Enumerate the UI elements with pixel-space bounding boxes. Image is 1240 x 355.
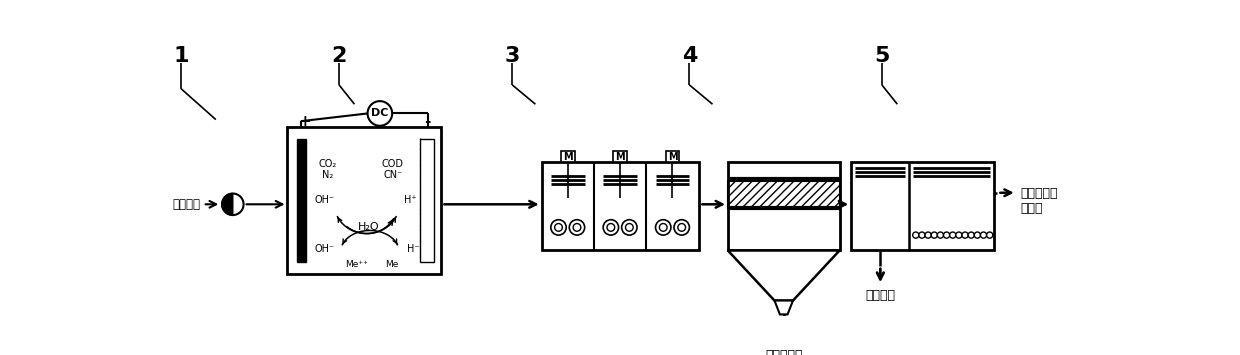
Bar [728, 181, 839, 208]
Circle shape [931, 232, 937, 238]
Circle shape [913, 232, 919, 238]
Bar [560, 151, 574, 162]
Text: DC: DC [371, 108, 388, 119]
Circle shape [975, 232, 981, 238]
Circle shape [569, 220, 585, 235]
Circle shape [925, 232, 931, 238]
Bar [288, 127, 441, 274]
Circle shape [937, 232, 944, 238]
Circle shape [950, 232, 956, 238]
Text: Me: Me [384, 260, 398, 269]
Polygon shape [728, 251, 839, 301]
Text: Me⁺⁺: Me⁺⁺ [345, 260, 368, 269]
Circle shape [222, 193, 243, 215]
Bar [613, 151, 627, 162]
Text: 3: 3 [505, 47, 520, 66]
Text: -: - [424, 114, 430, 129]
Circle shape [678, 224, 686, 231]
Text: OH⁻: OH⁻ [315, 244, 335, 254]
Text: H⁺: H⁺ [404, 196, 417, 206]
Circle shape [675, 220, 689, 235]
Bar [296, 139, 306, 262]
Circle shape [603, 220, 619, 235]
Wedge shape [222, 193, 233, 215]
Circle shape [554, 224, 563, 231]
Circle shape [660, 224, 667, 231]
Bar [666, 151, 680, 162]
Circle shape [968, 232, 975, 238]
Text: 重金属整泥: 重金属整泥 [765, 349, 802, 355]
Circle shape [981, 232, 987, 238]
Text: 活性污泥: 活性污泥 [866, 289, 895, 302]
Circle shape [551, 220, 567, 235]
Circle shape [987, 232, 993, 238]
Bar [851, 162, 993, 251]
Bar [542, 162, 699, 251]
Text: 1: 1 [174, 47, 188, 66]
Circle shape [608, 224, 615, 231]
Text: CO₂
N₂: CO₂ N₂ [319, 159, 336, 180]
Text: 2: 2 [331, 47, 347, 66]
Bar [728, 162, 839, 251]
Bar [420, 139, 434, 262]
Text: 4: 4 [682, 47, 697, 66]
Circle shape [919, 232, 925, 238]
Circle shape [944, 232, 950, 238]
Circle shape [367, 101, 392, 126]
Circle shape [625, 224, 634, 231]
Text: 含氰废水: 含氰废水 [172, 198, 200, 211]
Circle shape [656, 220, 671, 235]
Circle shape [621, 220, 637, 235]
Text: OH⁻: OH⁻ [315, 196, 335, 206]
Text: M: M [615, 152, 625, 162]
Circle shape [573, 224, 580, 231]
Circle shape [962, 232, 968, 238]
Text: H₂O: H₂O [357, 222, 379, 233]
Text: 5: 5 [874, 47, 889, 66]
Text: COD
CN⁻: COD CN⁻ [382, 159, 404, 180]
Circle shape [956, 232, 962, 238]
Polygon shape [775, 301, 792, 315]
Text: 达标水回用
或排放: 达标水回用 或排放 [1021, 187, 1058, 215]
Text: M: M [667, 152, 677, 162]
Text: H⁻: H⁻ [407, 244, 419, 254]
Text: M: M [563, 152, 573, 162]
Text: +: + [298, 114, 311, 129]
